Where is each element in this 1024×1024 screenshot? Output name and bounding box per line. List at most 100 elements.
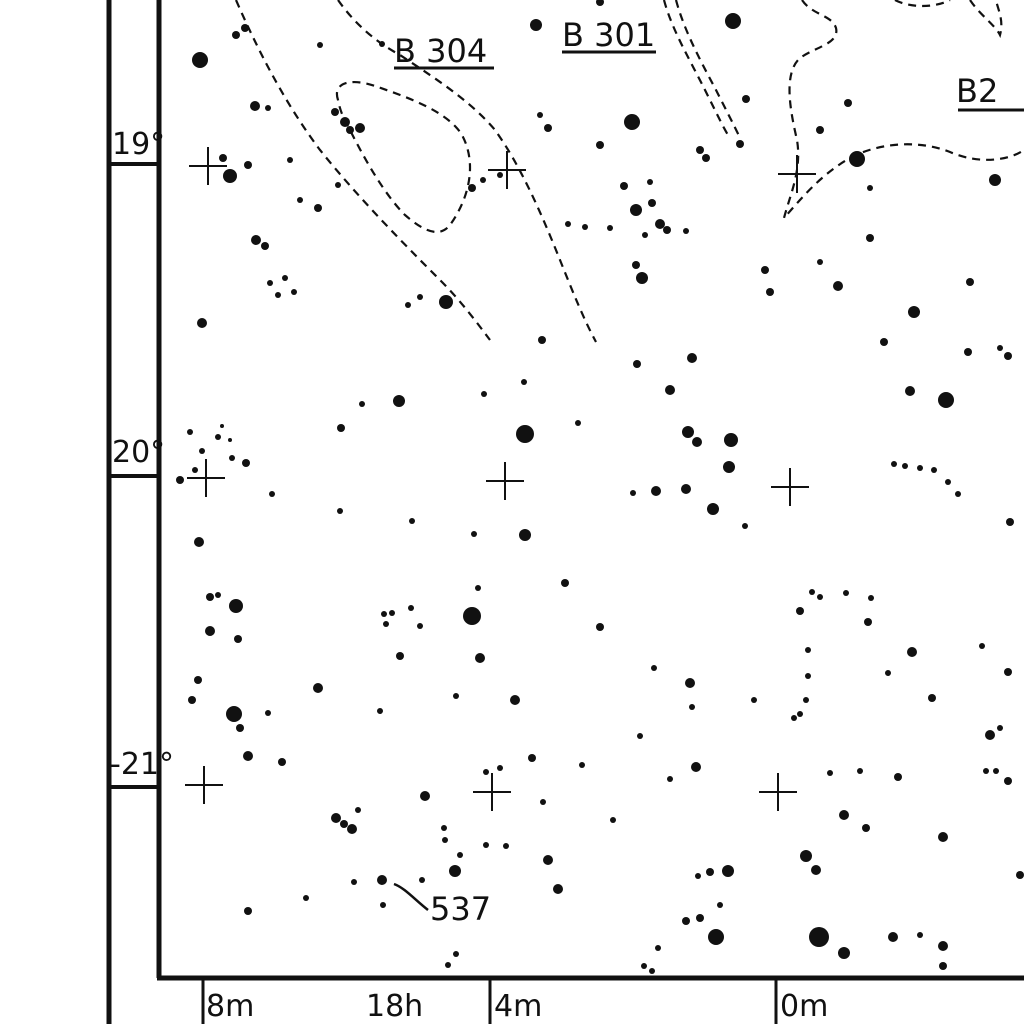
star — [691, 762, 701, 772]
star — [205, 626, 215, 636]
star — [864, 618, 872, 626]
star — [359, 401, 365, 407]
star — [636, 272, 648, 284]
nebula-boundary-b2 — [782, 0, 1024, 219]
star — [696, 914, 704, 922]
star — [236, 724, 244, 732]
star — [725, 13, 741, 29]
star — [649, 968, 655, 974]
star — [244, 161, 252, 169]
star — [553, 884, 563, 894]
star — [331, 813, 341, 823]
star — [194, 676, 202, 684]
star — [751, 697, 757, 703]
star — [839, 810, 849, 820]
star — [642, 232, 648, 238]
star — [194, 537, 204, 547]
star — [888, 932, 898, 942]
star — [811, 865, 821, 875]
grid-cross — [778, 155, 816, 193]
star — [383, 621, 389, 627]
star — [389, 610, 395, 616]
star — [683, 228, 689, 234]
star — [377, 875, 387, 885]
star — [408, 605, 414, 611]
star — [833, 281, 843, 291]
star — [335, 182, 341, 188]
star — [805, 647, 811, 653]
star — [269, 491, 275, 497]
star — [868, 595, 874, 601]
nebula-boundary-b301-right — [674, 0, 741, 139]
star — [648, 199, 656, 207]
star — [610, 817, 616, 823]
star — [409, 518, 415, 524]
star — [457, 852, 463, 858]
star — [682, 917, 690, 925]
star — [544, 124, 552, 132]
star — [519, 529, 531, 541]
star — [791, 715, 797, 721]
star — [651, 665, 657, 671]
star — [651, 486, 661, 496]
star — [463, 607, 481, 625]
star — [483, 769, 489, 775]
star — [453, 693, 459, 699]
star — [907, 647, 917, 657]
star — [817, 594, 823, 600]
ra-label-4m: 4m — [494, 989, 542, 1024]
star — [917, 465, 923, 471]
ra-label-18h: 18h — [366, 989, 423, 1024]
star — [979, 643, 985, 649]
star — [355, 807, 361, 813]
star — [867, 185, 873, 191]
star — [902, 463, 908, 469]
star — [796, 607, 804, 615]
star — [717, 902, 723, 908]
star — [681, 484, 691, 494]
star — [696, 146, 704, 154]
star — [809, 589, 815, 595]
star — [816, 126, 824, 134]
nebula-label-b301: B 301 — [562, 16, 655, 54]
star — [809, 927, 829, 947]
star — [442, 837, 448, 843]
star — [337, 424, 345, 432]
star — [707, 503, 719, 515]
star-field — [176, 0, 1024, 974]
star — [723, 461, 735, 473]
star — [692, 437, 702, 447]
star — [682, 426, 694, 438]
nebula-boundary-b301-left — [662, 0, 729, 136]
star — [251, 235, 261, 245]
star — [543, 855, 553, 865]
star — [192, 467, 198, 473]
star — [405, 302, 411, 308]
star — [445, 962, 451, 968]
star — [630, 490, 636, 496]
star — [938, 832, 948, 842]
star — [355, 123, 365, 133]
star — [939, 962, 947, 970]
star — [530, 19, 542, 31]
star — [641, 963, 647, 969]
nebula-boundary-top-right — [894, 0, 951, 8]
star — [250, 101, 260, 111]
star — [337, 508, 343, 514]
star — [928, 694, 936, 702]
star — [340, 117, 350, 127]
star — [637, 733, 643, 739]
nebula-label-b2: B2 — [956, 72, 998, 110]
star — [885, 670, 891, 676]
star — [244, 907, 252, 915]
star — [596, 623, 604, 631]
star — [226, 706, 242, 722]
star — [351, 879, 357, 885]
star — [215, 434, 221, 440]
star — [827, 770, 833, 776]
star — [689, 704, 695, 710]
star — [800, 850, 812, 862]
star — [243, 751, 253, 761]
object-leader-537 — [393, 882, 429, 911]
